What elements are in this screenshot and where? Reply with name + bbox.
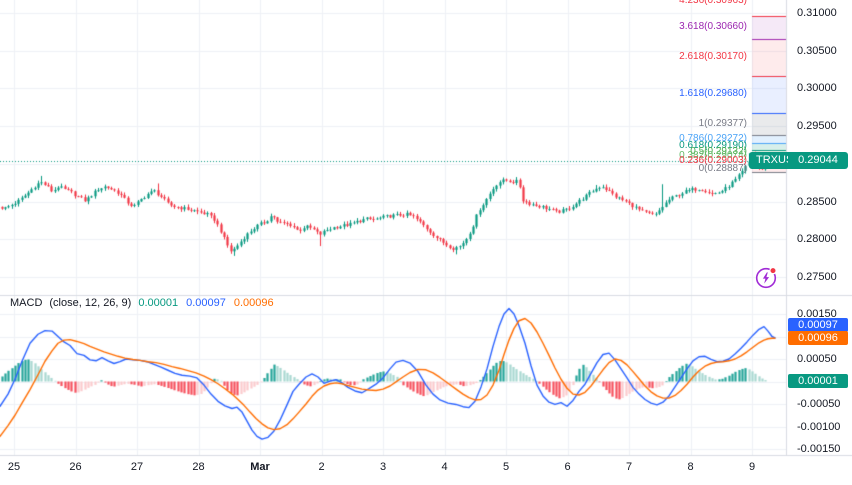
alert-dot-icon [769, 266, 777, 275]
time-axis-label: 7 [625, 461, 633, 473]
price-axis-label: 0.27500 [797, 271, 837, 283]
price-axis-label: 0.28000 [797, 233, 837, 246]
fib-level-label[interactable]: 1.618(0.29680) [679, 88, 747, 100]
last-price-badge: 0.29044 [788, 152, 848, 169]
fib-level-label[interactable]: 3.618(0.30660) [679, 21, 747, 33]
time-axis-label: 25 [7, 461, 21, 473]
time-axis-label: 9 [748, 461, 756, 473]
macd-badge: 0.00001 [788, 374, 848, 389]
time-axis-label: 3 [379, 461, 387, 473]
fib-level-label[interactable]: 0.382(0.29074) [679, 150, 747, 162]
price-axis-label: 0.30000 [797, 82, 837, 95]
macd-values: 0.00001 0.00097 0.00096 [138, 297, 273, 309]
macd-badge: 0.00097 [788, 317, 848, 332]
fib-level-label[interactable]: 0.5(0.29132) [690, 145, 747, 157]
fib-level-label[interactable]: 0.786(0.29272) [679, 133, 747, 145]
macd-axis-label: 0.00150 [797, 308, 837, 320]
fib-level-label[interactable]: 0.618(0.29190) [679, 140, 747, 152]
lightning-bolt-icon [755, 266, 777, 289]
time-axis-label: Mar [250, 461, 270, 473]
macd-axis-label: -0.00100 [797, 420, 841, 433]
time-axis-label: 26 [69, 461, 82, 473]
time-axis-label: 5 [502, 461, 510, 473]
time-axis-label: 6 [564, 461, 571, 473]
fib-level-label[interactable]: 0(0.28887) [698, 162, 747, 174]
price-axis-label: 0.30500 [797, 44, 837, 57]
macd-value: 0.00096 [233, 297, 274, 309]
fib-level-label[interactable]: 4.236(0.30963) [679, 0, 747, 6]
time-axis-label: 2 [318, 461, 325, 473]
macd-axis-label: -0.00050 [797, 398, 841, 410]
macd-badge: 0.00096 [788, 331, 848, 346]
boost-button[interactable] [751, 262, 781, 292]
price-axis-label: 0.28500 [797, 195, 837, 208]
macd-indicator-title: MACD [10, 297, 43, 309]
time-axis-label: 4 [441, 461, 448, 473]
time-axis-label: 28 [192, 461, 205, 473]
price-axis-label: 0.31000 [797, 7, 837, 19]
macd-value: 0.00097 [186, 297, 226, 309]
time-axis-label: 27 [130, 461, 144, 473]
macd-params: (close, 12, 26, 9) [49, 297, 132, 309]
macd-value: 0.00001 [138, 297, 179, 309]
fib-level-label[interactable]: 1(0.29377) [698, 117, 747, 129]
price-axis-label: 0.29500 [797, 120, 837, 133]
fib-level-label[interactable]: 0.236(0.29003) [679, 154, 747, 166]
macd-axis-label: -0.00150 [797, 443, 841, 455]
macd-legend[interactable]: MACD (close, 12, 26, 9) 0.00001 0.00097 0.… [10, 297, 274, 309]
fib-level-label[interactable]: 2.618(0.30170) [679, 51, 747, 63]
macd-axis-label: 0.00050 [797, 353, 837, 365]
time-axis-label: 8 [687, 461, 694, 473]
